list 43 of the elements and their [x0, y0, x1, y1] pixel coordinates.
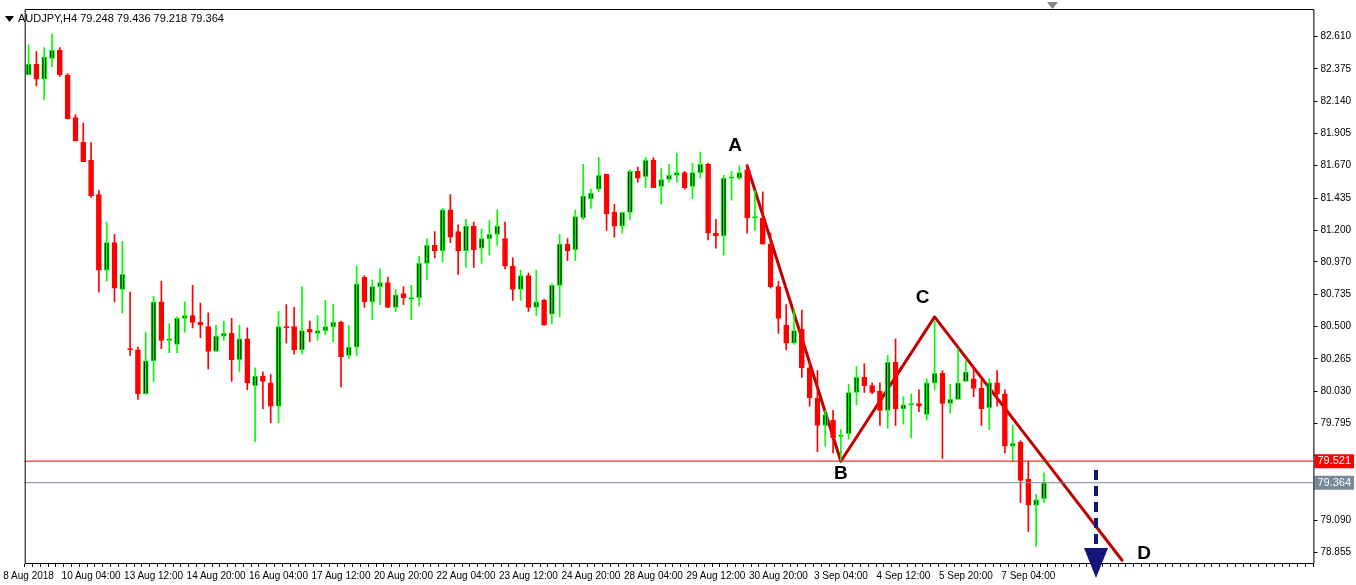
- y-tick-label: 80.500: [1320, 320, 1352, 332]
- y-tick-label: 82.140: [1320, 94, 1352, 106]
- x-tick-label: 29 Aug 12:00: [686, 569, 746, 581]
- annotation: B: [834, 461, 848, 483]
- y-tick-label: 78.855: [1320, 546, 1352, 558]
- y-tick-label: 80.265: [1320, 352, 1352, 364]
- y-tick-label: 80.970: [1320, 255, 1352, 267]
- y-tick-label: 81.200: [1320, 224, 1352, 236]
- x-tick-label: 10 Aug 04:00: [61, 569, 121, 581]
- candlestick: [908, 393, 914, 439]
- y-tick-label: 81.670: [1320, 159, 1352, 171]
- y-tick-label: 80.030: [1320, 384, 1352, 396]
- x-tick-label: 17 Aug 12:00: [311, 569, 371, 581]
- annotation: D: [1137, 542, 1151, 564]
- x-tick-label: 8 Aug 2018: [3, 569, 55, 581]
- x-tick-label: 24 Aug 20:00: [561, 569, 621, 581]
- candlestick: [752, 190, 758, 231]
- ref-line-label: 79.521: [1317, 454, 1352, 467]
- x-tick-label: 22 Aug 04:00: [436, 569, 496, 581]
- annotation: C: [915, 285, 930, 307]
- y-tick-label: 80.735: [1320, 288, 1352, 299]
- x-tick-label: 30 Aug 20:00: [748, 569, 809, 581]
- ref-line-label: 79.364: [1317, 475, 1352, 488]
- y-tick-label: 81.905: [1320, 127, 1352, 139]
- y-tick-label: 79.090: [1320, 514, 1352, 526]
- y-tick-label: 82.610: [1320, 30, 1352, 42]
- x-tick-label: 4 Sep 12:00: [876, 569, 931, 581]
- candlestick: [127, 291, 133, 356]
- x-tick-label: 28 Aug 04:00: [623, 569, 684, 581]
- x-tick-label: 3 Sep 04:00: [813, 569, 869, 581]
- candlestick: [166, 323, 172, 353]
- y-tick-label: 82.375: [1320, 62, 1352, 74]
- x-tick-label: 16 Aug 04:00: [249, 569, 309, 581]
- y-tick-label: 81.435: [1320, 191, 1352, 203]
- x-tick-label: 23 Aug 12:00: [498, 569, 559, 581]
- y-tick-label: 79.795: [1320, 417, 1352, 429]
- x-tick-label: 5 Sep 20:00: [938, 569, 994, 581]
- x-tick-label: 13 Aug 12:00: [124, 569, 184, 581]
- x-tick-label: 7 Sep 04:00: [1001, 569, 1056, 581]
- x-tick-label: 14 Aug 20:00: [186, 569, 246, 581]
- x-tick-label: 20 Aug 20:00: [374, 569, 434, 581]
- candlestick: [408, 284, 415, 321]
- annotation: A: [728, 134, 743, 156]
